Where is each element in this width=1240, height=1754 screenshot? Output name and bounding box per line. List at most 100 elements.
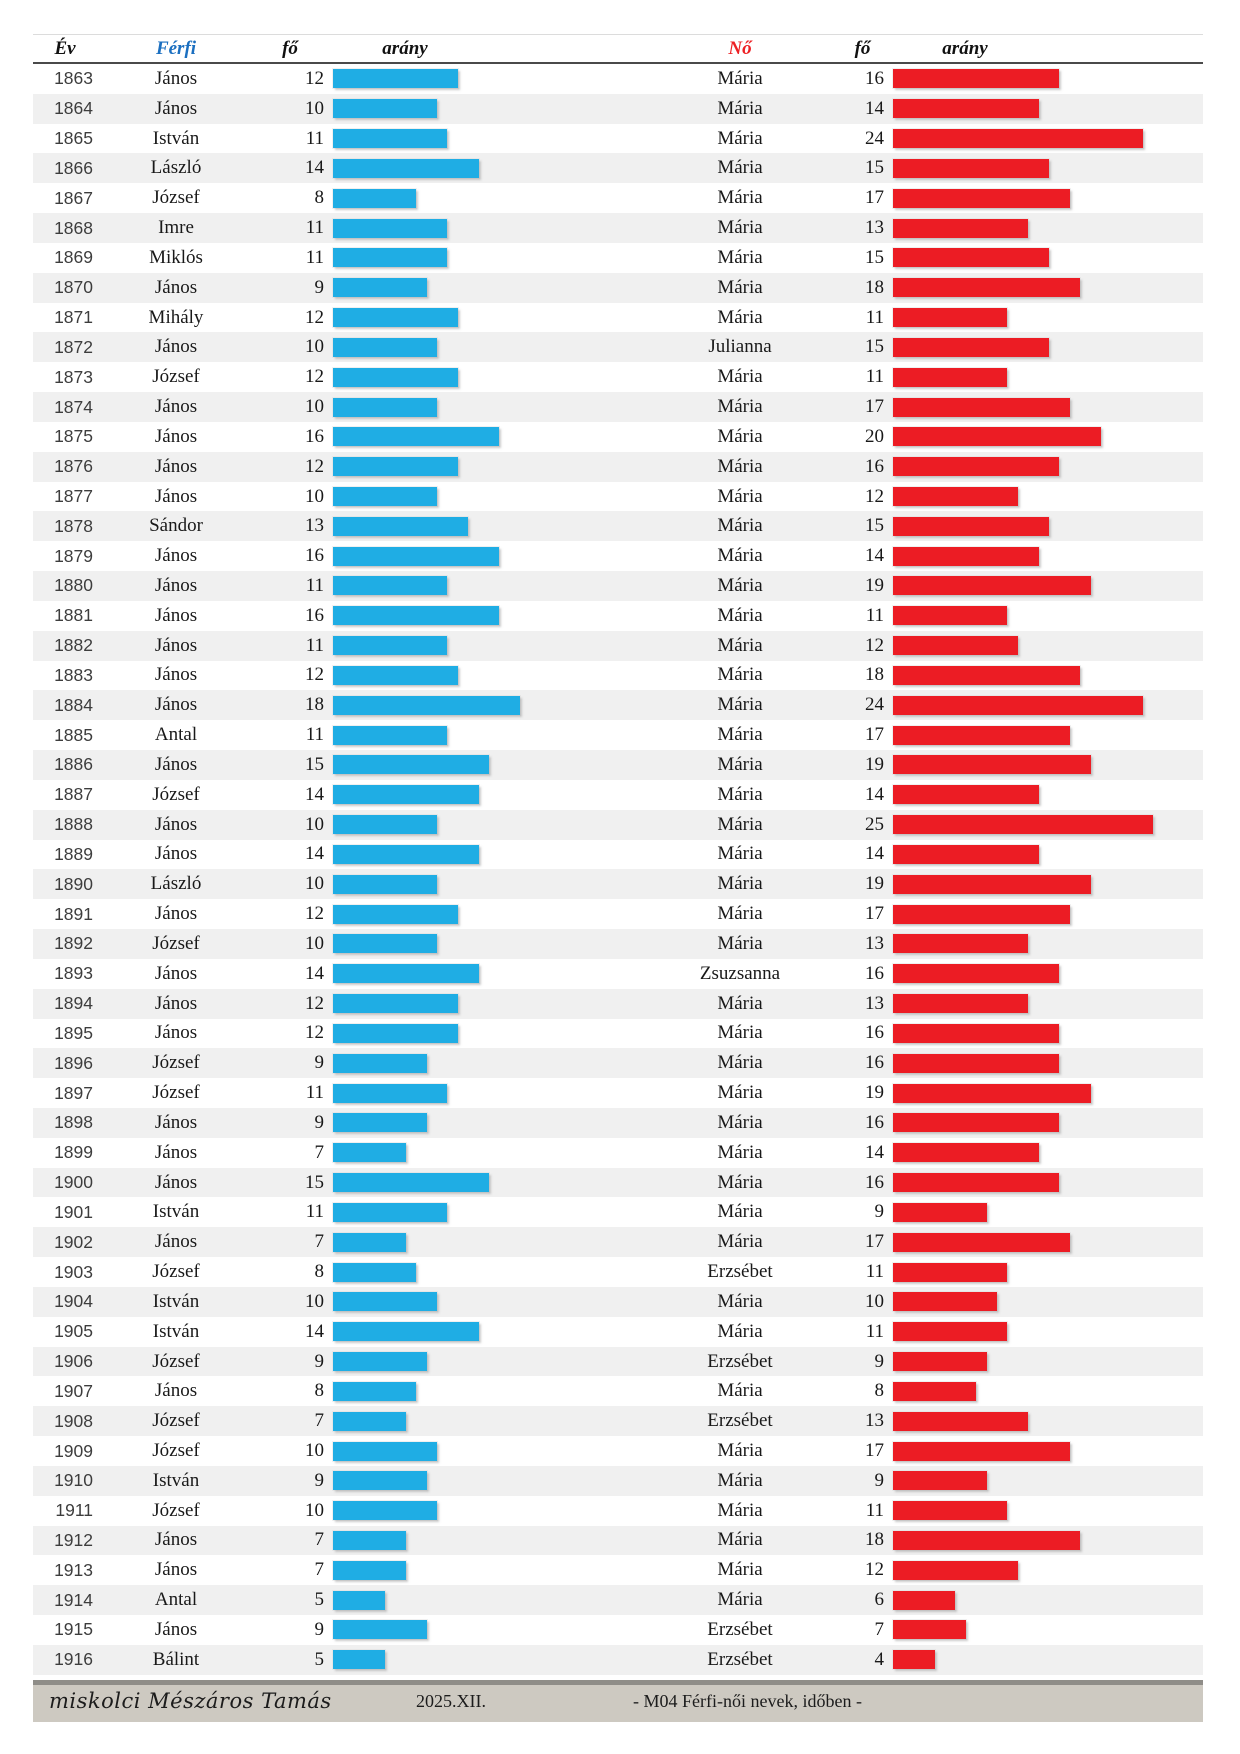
male-ratio-bar — [333, 1053, 427, 1073]
male-bar-cell — [325, 690, 640, 720]
male-name-cell: János — [154, 425, 198, 447]
table-row: 1904 István 10 Mária 10 — [33, 1286, 1203, 1317]
year-cell: 1896 — [54, 1052, 93, 1073]
female-bar-cell — [885, 1287, 1203, 1317]
female-ratio-bar — [893, 1501, 1008, 1521]
year-cell: 1912 — [54, 1529, 93, 1550]
female-ratio-bar — [893, 1322, 1008, 1342]
male-count-cell: 11 — [305, 724, 324, 746]
male-name-cell: János — [154, 485, 198, 507]
year-cell: 1908 — [54, 1410, 93, 1431]
male-ratio-bar — [333, 1530, 406, 1550]
table-row: 1879 János 16 Mária 14 — [33, 541, 1203, 571]
male-ratio-bar — [333, 158, 479, 178]
male-name-cell: János — [154, 903, 198, 925]
female-name-cell: Mária — [717, 664, 763, 686]
female-bar-cell — [885, 452, 1203, 482]
female-ratio-bar — [893, 1590, 956, 1610]
male-bar-cell — [325, 1138, 640, 1168]
female-name-cell: Mária — [717, 724, 763, 746]
female-ratio-bar — [893, 99, 1039, 119]
male-count-cell: 9 — [314, 1469, 325, 1491]
female-name-cell: Erzsébet — [707, 1410, 773, 1432]
female-bar-cell — [885, 661, 1203, 691]
female-ratio-bar — [893, 367, 1008, 387]
male-count-cell: 5 — [314, 1648, 325, 1670]
male-name-cell: János — [154, 455, 198, 477]
male-ratio-bar — [333, 516, 469, 536]
female-ratio-bar — [893, 1053, 1060, 1073]
female-count-cell: 8 — [874, 1380, 885, 1402]
male-ratio-bar — [333, 1560, 406, 1580]
male-ratio-bar — [333, 129, 448, 149]
female-ratio-bar — [893, 546, 1039, 566]
female-bar-cell — [885, 362, 1203, 392]
male-ratio-bar — [333, 367, 458, 387]
female-ratio-bar — [893, 69, 1060, 89]
female-ratio-bar — [893, 218, 1029, 238]
female-count-cell: 19 — [865, 574, 884, 596]
year-cell: 1889 — [54, 843, 93, 864]
year-cell: 1879 — [54, 545, 93, 566]
male-name-cell: János — [154, 604, 198, 626]
male-ratio-bar — [333, 1411, 406, 1431]
male-bar-cell — [325, 1555, 640, 1585]
female-name-cell: Mária — [717, 813, 763, 835]
male-name-cell: József — [152, 1499, 200, 1521]
table-row: 1887 József 14 Mária 14 — [33, 780, 1203, 810]
male-bar-cell — [325, 720, 640, 750]
male-count-cell: 7 — [314, 1559, 325, 1581]
female-count-cell: 9 — [874, 1469, 885, 1491]
male-name-cell: János — [154, 962, 198, 984]
male-bar-cell — [325, 1496, 640, 1526]
female-bar-cell — [885, 571, 1203, 601]
male-name-cell: János — [154, 336, 198, 358]
male-bar-cell — [325, 750, 640, 780]
female-ratio-bar — [893, 1113, 1060, 1133]
male-ratio-bar — [333, 1023, 458, 1043]
male-bar-cell — [325, 1108, 640, 1138]
male-count-cell: 14 — [305, 783, 324, 805]
table-row: 1869 Miklós 11 Mária 15 — [33, 243, 1203, 273]
female-bar-cell — [885, 869, 1203, 899]
table-row: 1865 István 11 Mária 24 — [33, 124, 1203, 154]
male-name-cell: János — [154, 1022, 198, 1044]
female-count-cell: 17 — [865, 1231, 884, 1253]
female-name-cell: Mária — [717, 455, 763, 477]
female-name-cell: Mária — [717, 246, 763, 268]
table-row: 1907 János 8 Mária 8 — [33, 1376, 1203, 1406]
male-ratio-bar — [333, 844, 479, 864]
male-ratio-bar — [333, 1501, 437, 1521]
male-ratio-bar — [333, 904, 458, 924]
table-row: 1913 János 7 Mária 12 — [33, 1555, 1203, 1585]
male-count-cell: 9 — [314, 1618, 325, 1640]
female-count-cell: 25 — [865, 813, 884, 835]
male-name-cell: János — [154, 1618, 198, 1640]
female-bar-cell — [885, 1108, 1203, 1138]
female-count-cell: 14 — [865, 545, 884, 567]
female-bar-cell — [885, 690, 1203, 720]
female-bar-cell — [885, 64, 1203, 94]
year-cell: 1895 — [54, 1022, 93, 1043]
female-count-cell: 16 — [865, 1052, 884, 1074]
year-cell: 1914 — [54, 1589, 93, 1610]
male-name-cell: János — [154, 1529, 198, 1551]
male-ratio-bar — [333, 278, 427, 298]
female-bar-cell — [885, 94, 1203, 124]
table-row: 1915 János 9 Erzsébet 7 — [33, 1615, 1203, 1645]
male-name-cell: László — [150, 873, 202, 895]
female-name-cell: Mária — [717, 1052, 763, 1074]
male-ratio-bar — [333, 815, 437, 835]
table-row: 1872 János 10 Julianna 15 — [33, 332, 1203, 363]
female-bar-cell — [885, 1496, 1203, 1526]
table-row: 1876 János 12 Mária 16 — [33, 451, 1203, 482]
table-row: 1866 László 14 Mária 15 — [33, 153, 1203, 184]
female-count-cell: 15 — [865, 336, 884, 358]
header-female-name: Nő — [728, 37, 752, 59]
female-count-cell: 16 — [865, 1022, 884, 1044]
male-count-cell: 10 — [305, 873, 324, 895]
female-count-cell: 12 — [865, 634, 884, 656]
female-count-cell: 14 — [865, 783, 884, 805]
female-ratio-bar — [893, 1202, 987, 1222]
female-ratio-bar — [893, 248, 1049, 268]
